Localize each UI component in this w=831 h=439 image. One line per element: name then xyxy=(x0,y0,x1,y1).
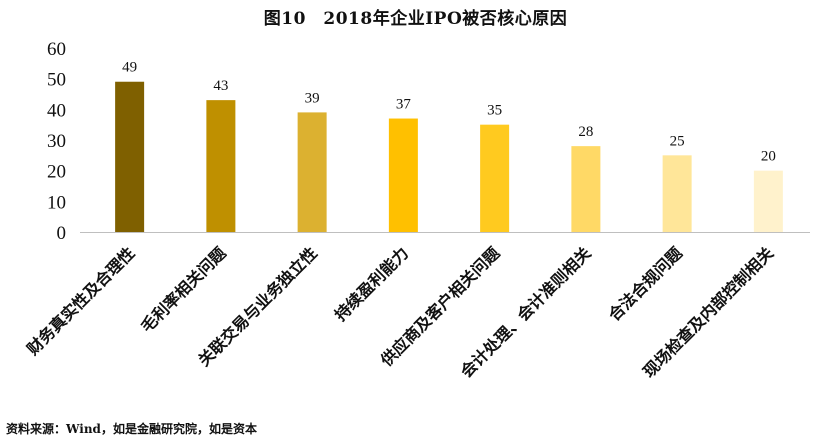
bar xyxy=(571,146,601,232)
bar xyxy=(388,118,418,232)
data-label: 25 xyxy=(670,133,685,149)
y-tick-label: 50 xyxy=(47,70,66,91)
data-label: 35 xyxy=(487,103,502,119)
bar xyxy=(753,170,783,232)
y-tick-label: 10 xyxy=(47,192,66,213)
bar xyxy=(662,155,692,232)
x-tick-label: 毛利率相关问题 xyxy=(137,243,230,336)
data-label: 20 xyxy=(761,149,776,165)
x-tick-label: 持续盈利能力 xyxy=(331,243,412,324)
data-label: 37 xyxy=(396,97,412,113)
data-label: 49 xyxy=(122,60,137,76)
bar xyxy=(480,124,510,232)
data-label: 28 xyxy=(578,124,593,140)
x-tick-label: 财务真实性及合理性 xyxy=(22,243,138,359)
bar xyxy=(206,100,236,232)
source-note: 资料来源：Wind，如是金融研究院，如是资本 xyxy=(6,422,257,436)
data-label: 39 xyxy=(305,90,320,106)
bar xyxy=(297,112,327,232)
chart-title: 图10 2018年企业IPO被否核心原因 xyxy=(263,9,568,29)
x-tick-label: 合法合规问题 xyxy=(605,243,687,325)
y-tick-label: 40 xyxy=(47,100,66,121)
bar xyxy=(115,81,145,232)
y-tick-label: 30 xyxy=(47,131,66,152)
y-tick-label: 20 xyxy=(47,162,66,183)
y-tick-label: 60 xyxy=(47,39,66,60)
y-tick-label: 0 xyxy=(57,223,67,244)
data-label: 43 xyxy=(213,78,228,94)
